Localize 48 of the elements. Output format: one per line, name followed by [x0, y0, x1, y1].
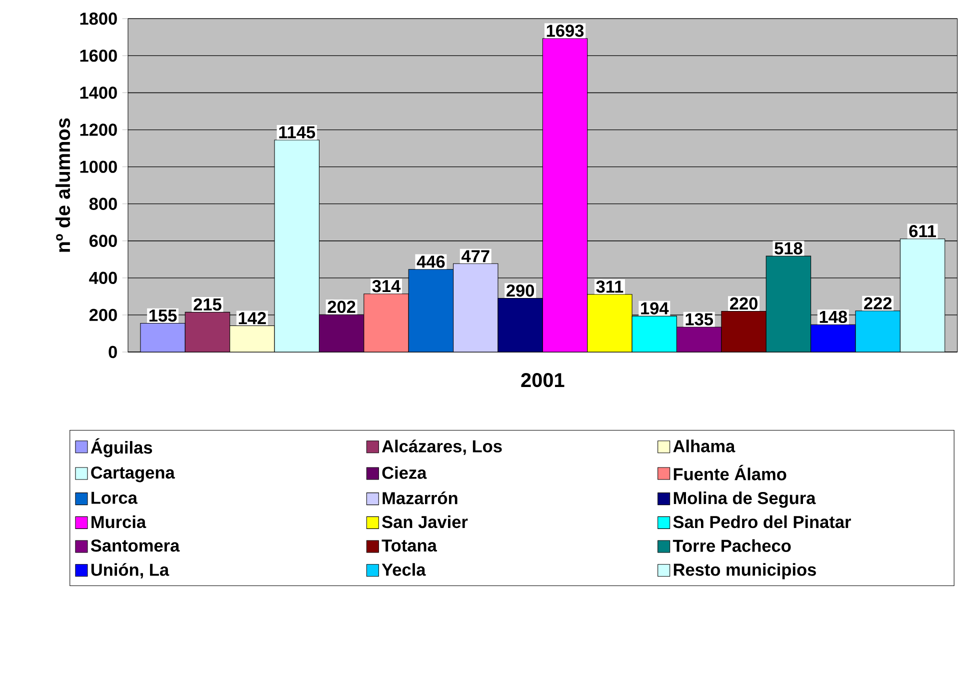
y-axis-title: nº de alumnos	[55, 118, 70, 252]
data-label: 314	[372, 280, 401, 292]
data-label: 311	[596, 280, 624, 293]
data-label: 155	[149, 310, 177, 322]
data-label: 1693	[546, 24, 584, 37]
y-tick-label: 400	[89, 272, 117, 284]
y-tick-label: 200	[89, 308, 117, 321]
legend-label: Cartagena	[91, 466, 175, 482]
data-label: 142	[238, 312, 266, 324]
data-label: 477	[462, 250, 490, 262]
data-label: 518	[774, 242, 802, 254]
data-label: 215	[194, 298, 222, 310]
data-label: 290	[506, 284, 534, 297]
legend-label: Cieza	[382, 466, 427, 479]
legend-label: San Pedro del Pinatar	[673, 515, 851, 528]
y-tick-label: 600	[89, 234, 117, 247]
legend-label: San Javier	[382, 515, 468, 528]
legend-label: Mazarrón	[382, 491, 458, 504]
data-label: 148	[820, 310, 848, 323]
data-label: 446	[416, 255, 445, 268]
legend-label: Alhama	[673, 439, 736, 452]
legend-label: Águilas	[90, 438, 152, 458]
legend-label: Molina de Segura	[674, 491, 816, 508]
legend-label: Lorca	[92, 492, 138, 504]
legend-label: Resto municipios	[674, 562, 816, 580]
y-tick-label: 1600	[80, 49, 117, 62]
legend-label: Unión, La	[91, 562, 170, 578]
data-label: 202	[328, 300, 356, 313]
x-tick-label: 2001	[521, 372, 564, 387]
legend-label: Alcázares, Los	[382, 439, 502, 455]
data-label: 1145	[279, 126, 316, 138]
y-tick-label: 0	[108, 346, 117, 358]
legend-label: Fuente Álamo	[674, 464, 786, 480]
y-tick-label: 800	[89, 198, 117, 210]
data-label: 222	[864, 297, 892, 310]
y-tick-label: 1200	[80, 124, 117, 136]
data-label: 611	[909, 224, 936, 238]
data-label: 194	[641, 302, 669, 314]
legend-label: Yecla	[382, 562, 426, 576]
y-tick-label: 1400	[80, 86, 117, 99]
y-tick-label: 1000	[80, 160, 117, 173]
data-label: 220	[730, 297, 758, 310]
y-tick-label: 1800	[80, 12, 117, 25]
data-label: 135	[686, 312, 714, 326]
legend-label: Murcia	[92, 515, 146, 528]
legend-label: Santomera	[90, 539, 180, 552]
legend-label: Torre Pacheco	[672, 539, 791, 552]
legend-label: Totana	[382, 539, 438, 552]
